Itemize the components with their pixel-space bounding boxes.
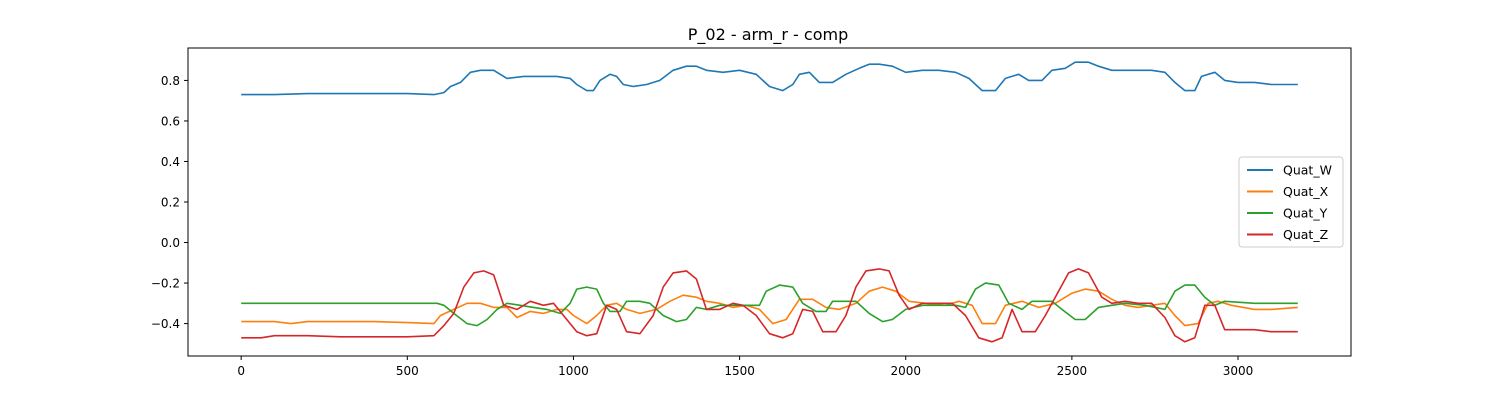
- series-line-quat-x: [241, 286, 1298, 327]
- series-line-quat-w: [241, 61, 1298, 96]
- y-tick-label: −0.2: [151, 277, 180, 291]
- x-tick-label: 2500: [1057, 364, 1088, 378]
- legend-label: Quat_X: [1283, 184, 1329, 199]
- legend-label: Quat_Z: [1283, 227, 1328, 242]
- legend-label: Quat_Y: [1283, 206, 1328, 221]
- series-line-quat-y: [241, 282, 1298, 327]
- y-tick-label: 0.6: [161, 114, 180, 128]
- plot-content: [241, 61, 1298, 343]
- legend: Quat_W Quat_X Quat_Y Quat_Z: [1238, 156, 1344, 248]
- legend-label: Quat_W: [1283, 163, 1332, 178]
- x-tick-label: 3000: [1223, 364, 1254, 378]
- legend-box: [1238, 156, 1344, 248]
- x-tick-label: 1000: [558, 364, 589, 378]
- y-tick-label: 0.8: [161, 74, 180, 88]
- x-tick-label: 0: [237, 364, 245, 378]
- y-axis: −0.4 −0.2 0.0 0.2 0.4 0.6 0.8: [151, 74, 188, 331]
- series-line-quat-z: [241, 268, 1298, 343]
- x-tick-label: 500: [396, 364, 419, 378]
- x-axis: 0 500 1000 1500 2000 2500 3000: [237, 356, 1253, 378]
- chart-title: P_02 - arm_r - comp: [688, 25, 849, 45]
- x-tick-label: 1500: [724, 364, 755, 378]
- x-tick-label: 2000: [890, 364, 921, 378]
- y-tick-label: 0.0: [161, 236, 180, 250]
- y-tick-label: 0.4: [161, 155, 180, 169]
- y-tick-label: 0.2: [161, 196, 180, 210]
- y-tick-label: −0.4: [151, 317, 180, 331]
